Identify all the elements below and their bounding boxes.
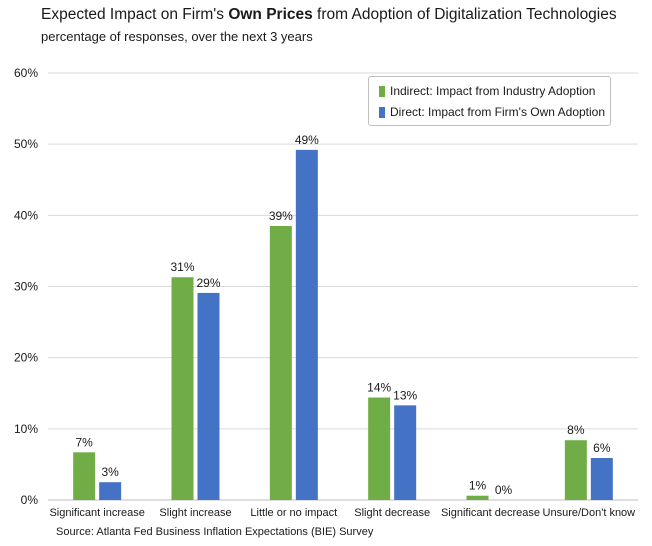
y-tick-label-20: 20% [14, 351, 38, 365]
bar-indirect-little-or-no-impact [269, 226, 292, 500]
data-label-direct-slight-increase: 29% [196, 276, 220, 290]
source-note: Source: Atlanta Fed Business Inflation E… [56, 526, 374, 538]
chart-title-bold: Own Prices [228, 6, 313, 23]
data-label-direct-unsure-don-t-know: 6% [593, 441, 611, 455]
data-label-indirect-slight-increase: 31% [170, 260, 194, 274]
data-label-direct-little-or-no-impact: 49% [295, 133, 319, 147]
legend-label-indirect: Indirect: Impact from Industry Adoption [390, 84, 596, 98]
bar-indirect-slight-decrease [368, 397, 391, 500]
data-label-indirect-significant-decrease: 1% [469, 479, 487, 493]
legend-swatch-direct [379, 106, 385, 118]
x-tick-label-significant-increase: Significant increase [49, 507, 144, 519]
y-tick-label-0: 0% [21, 493, 39, 507]
x-tick-label-slight-decrease: Slight decrease [354, 507, 430, 519]
bar-indirect-significant-decrease [466, 495, 489, 500]
legend-label-direct: Direct: Impact from Firm's Own Adoption [390, 105, 606, 119]
y-tick-label-10: 10% [14, 422, 38, 436]
data-label-indirect-slight-decrease: 14% [367, 381, 391, 395]
x-tick-label-significant-decrease: Significant decrease [441, 507, 540, 519]
bar-direct-unsure-don-t-know [590, 458, 613, 500]
bar-direct-slight-decrease [394, 405, 417, 500]
bar-direct-significant-increase [99, 482, 122, 500]
data-label-indirect-little-or-no-impact: 39% [269, 209, 293, 223]
legend-swatch-indirect [379, 85, 385, 97]
bar-direct-little-or-no-impact [295, 149, 318, 501]
data-label-indirect-unsure-don-t-know: 8% [567, 423, 585, 437]
y-tick-label-40: 40% [14, 208, 38, 222]
chart-subtitle: percentage of responses, over the next 3… [41, 29, 313, 44]
x-tick-label-little-or-no-impact: Little or no impact [250, 507, 337, 519]
x-tick-label-unsure-don-t-know: Unsure/Don't know [543, 507, 636, 519]
data-label-direct-slight-decrease: 13% [393, 388, 417, 402]
bar-indirect-significant-increase [73, 452, 96, 500]
bar-indirect-slight-increase [171, 277, 194, 500]
bar-indirect-unsure-don-t-know [564, 440, 587, 500]
y-tick-label-50: 50% [14, 137, 38, 151]
y-tick-label-60: 60% [14, 66, 38, 80]
x-tick-label-slight-increase: Slight increase [159, 507, 231, 519]
y-tick-label-30: 30% [14, 280, 38, 294]
data-label-indirect-significant-increase: 7% [75, 435, 93, 449]
bar-direct-slight-increase [197, 292, 220, 500]
legend: Indirect: Impact from Industry Adoption … [368, 76, 611, 126]
chart-title: Expected Impact on Firm's Own Prices fro… [41, 6, 617, 23]
legend-item-indirect: Indirect: Impact from Industry Adoption [379, 83, 595, 99]
data-label-direct-significant-increase: 3% [101, 465, 119, 479]
legend-item-direct: Direct: Impact from Firm's Own Adoption [379, 104, 605, 120]
data-label-direct-significant-decrease: 0% [495, 483, 513, 497]
